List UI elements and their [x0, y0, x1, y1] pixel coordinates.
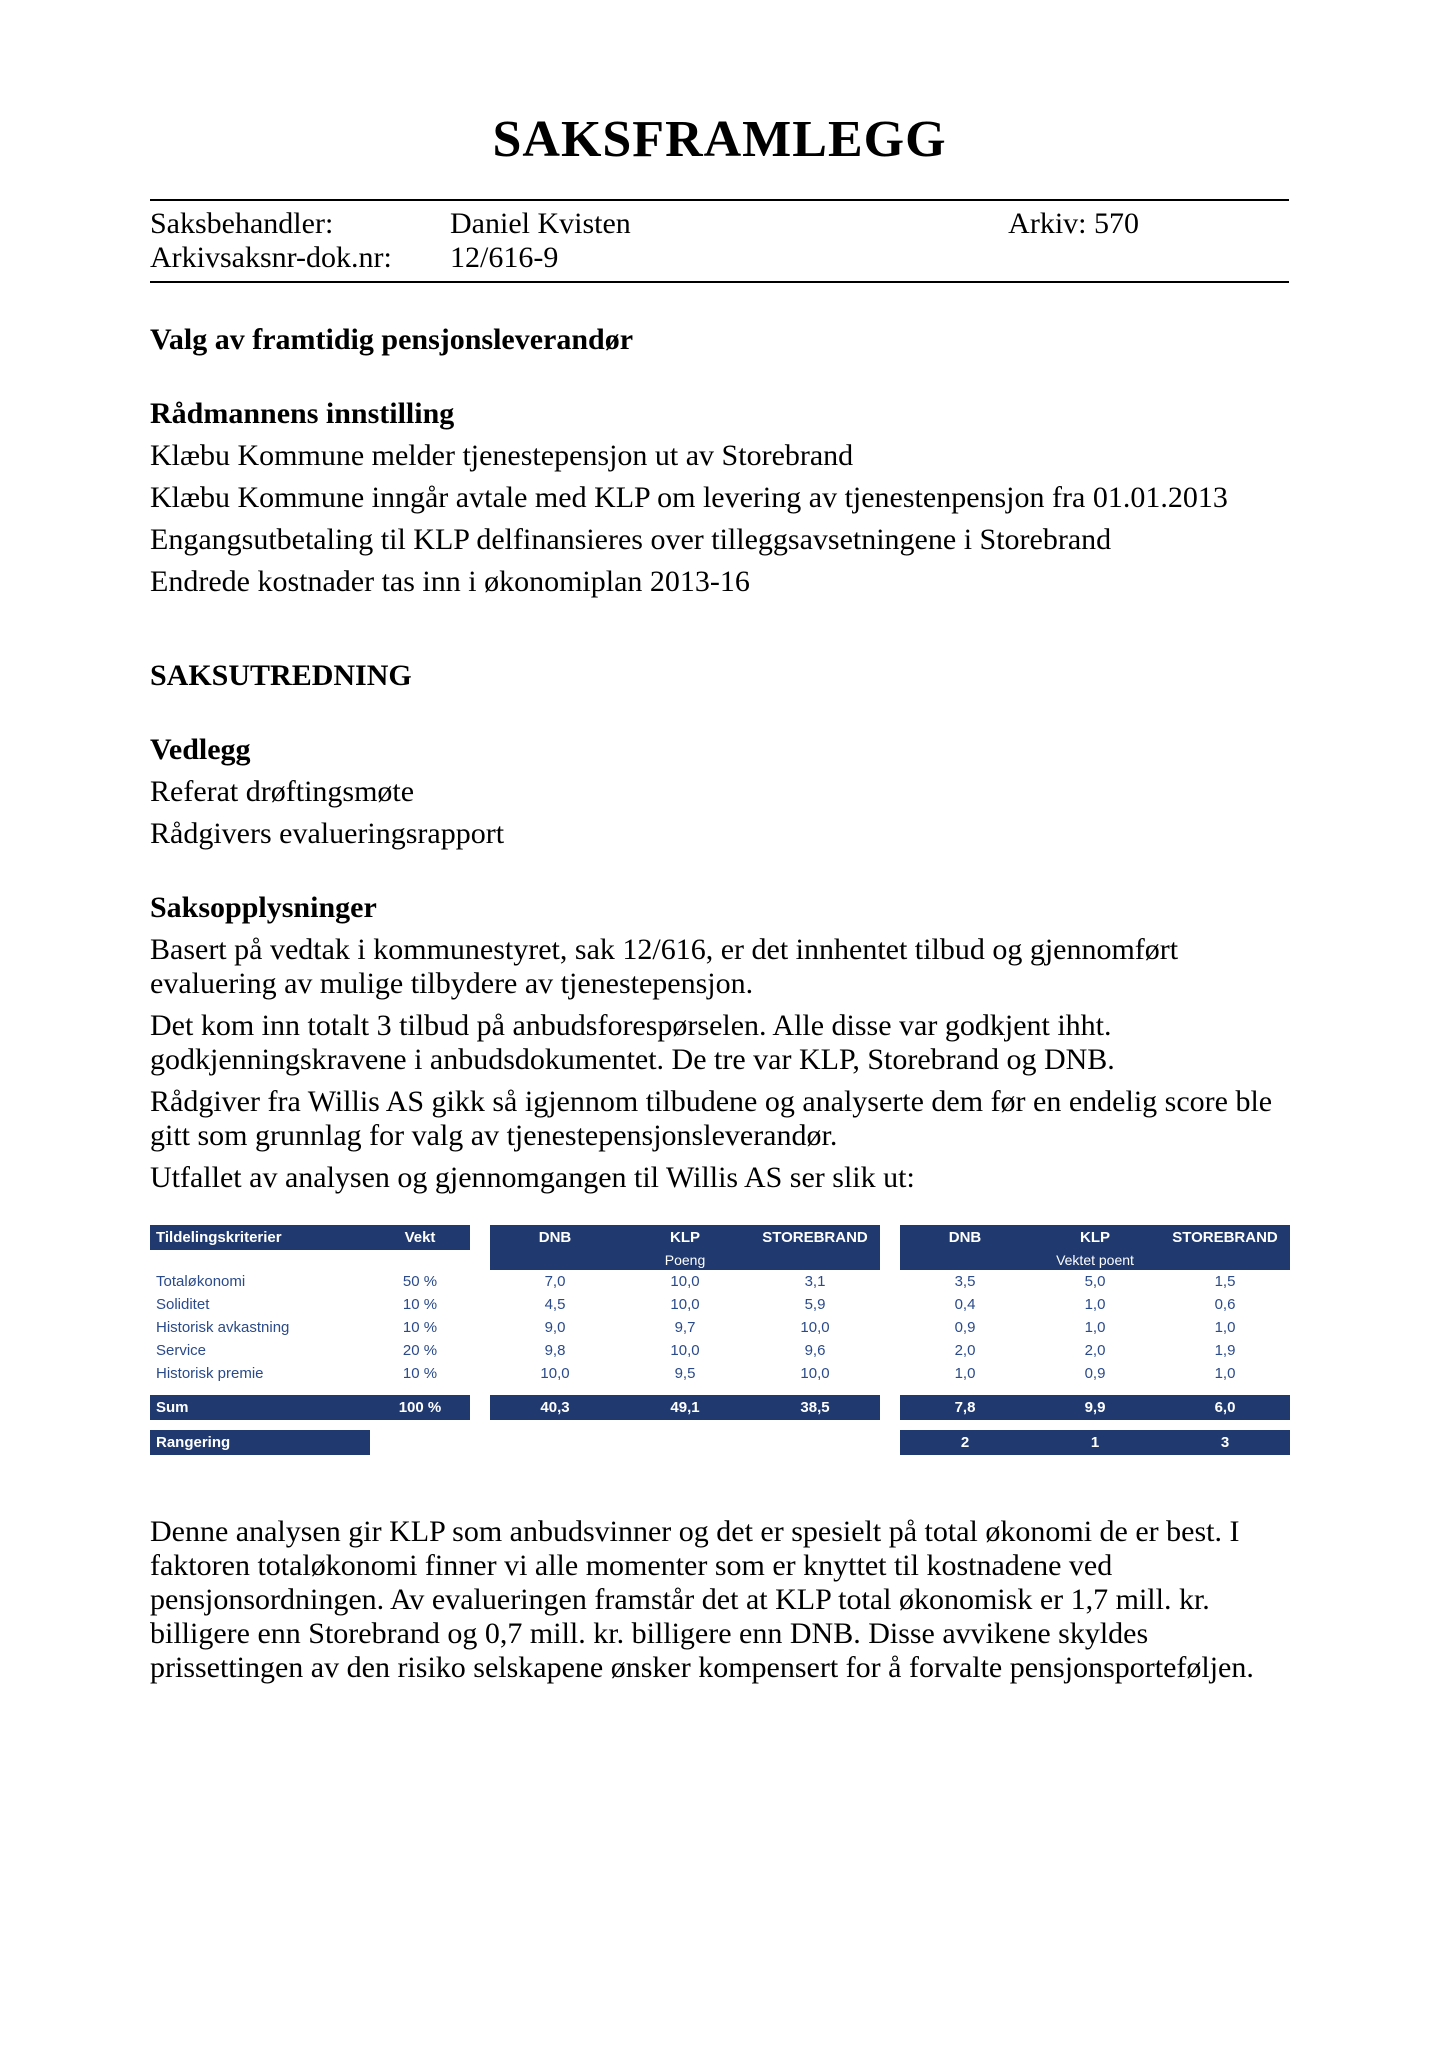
th-dnb-weighted: DNB	[900, 1225, 1030, 1250]
subheader-weighted: Vektet poent	[900, 1250, 1290, 1270]
cell: 4,5	[490, 1293, 620, 1316]
cell: 5,0	[1030, 1270, 1160, 1293]
row-weight: 10 %	[370, 1316, 470, 1339]
heading-raadmann: Rådmannens innstilling	[150, 397, 1289, 431]
sum-cell: 6,0	[1160, 1395, 1290, 1420]
th-dnb-points: DNB	[490, 1225, 620, 1250]
cell: 9,5	[620, 1362, 750, 1385]
sum-cell: 38,5	[750, 1395, 880, 1420]
cell: 3,1	[750, 1270, 880, 1293]
th-sb-weighted: STOREBRAND	[1160, 1225, 1290, 1250]
cell: 10,0	[620, 1339, 750, 1362]
row-weight: 50 %	[370, 1270, 470, 1293]
cell: 10,0	[750, 1316, 880, 1339]
cell: 1,0	[900, 1362, 1030, 1385]
paragraph-5: Denne analysen gir KLP som anbudsvinner …	[150, 1515, 1289, 1685]
meta-value-doknr: 12/616-9	[450, 241, 558, 275]
heading-saksopplys: Saksopplysninger	[150, 891, 1289, 925]
vedlegg-2: Rådgivers evalueringsrapport	[150, 817, 1289, 851]
innstilling-1: Klæbu Kommune melder tjenestepensjon ut …	[150, 439, 1289, 473]
meta-label-saksbehandler: Saksbehandler:	[150, 207, 450, 241]
row-label: Soliditet	[150, 1293, 370, 1316]
heading-utredning: SAKSUTREDNING	[150, 659, 1289, 693]
meta-arkiv: Arkiv: 570	[1008, 207, 1289, 241]
paragraph-4: Utfallet av analysen og gjennomgangen ti…	[150, 1161, 1289, 1195]
innstilling-4: Endrede kostnader tas inn i økonomiplan …	[150, 565, 1289, 599]
sum-label: Sum	[150, 1395, 370, 1420]
meta-label-doknr: Arkivsaksnr-dok.nr:	[150, 241, 450, 275]
cell: 2,0	[1030, 1339, 1160, 1362]
rank-label: Rangering	[150, 1430, 370, 1455]
cell: 1,0	[1160, 1362, 1290, 1385]
th-sb-points: STOREBRAND	[750, 1225, 880, 1250]
heading-vedlegg: Vedlegg	[150, 733, 1289, 767]
cell: 1,9	[1160, 1339, 1290, 1362]
cell: 5,9	[750, 1293, 880, 1316]
innstilling-2: Klæbu Kommune inngår avtale med KLP om l…	[150, 481, 1289, 515]
sum-cell: 7,8	[900, 1395, 1030, 1420]
cell: 0,9	[900, 1316, 1030, 1339]
paragraph-2: Det kom inn totalt 3 tilbud på anbudsfor…	[150, 1009, 1289, 1077]
cell: 9,6	[750, 1339, 880, 1362]
cell: 1,0	[1160, 1316, 1290, 1339]
paragraph-3: Rådgiver fra Willis AS gikk så igjennom …	[150, 1085, 1289, 1153]
cell: 1,0	[1030, 1293, 1160, 1316]
vedlegg-1: Referat drøftingsmøte	[150, 775, 1289, 809]
th-klp-weighted: KLP	[1030, 1225, 1160, 1250]
evaluation-table: Tildelingskriterier Vekt DNB KLP STOREBR…	[150, 1225, 1289, 1455]
sum-weight: 100 %	[370, 1395, 470, 1420]
th-weight: Vekt	[370, 1225, 470, 1250]
th-klp-points: KLP	[620, 1225, 750, 1250]
cell: 3,5	[900, 1270, 1030, 1293]
cell: 1,0	[1030, 1316, 1160, 1339]
th-criteria: Tildelingskriterier	[150, 1225, 370, 1250]
cell: 2,0	[900, 1339, 1030, 1362]
cell: 0,9	[1030, 1362, 1160, 1385]
sum-cell: 9,9	[1030, 1395, 1160, 1420]
row-label: Historisk avkastning	[150, 1316, 370, 1339]
innstilling-3: Engangsutbetaling til KLP delfinansieres…	[150, 523, 1289, 557]
row-weight: 10 %	[370, 1293, 470, 1316]
rank-klp: 1	[1030, 1430, 1160, 1455]
subheader-points: Poeng	[490, 1250, 880, 1270]
row-label: Totaløkonomi	[150, 1270, 370, 1293]
cell: 1,5	[1160, 1270, 1290, 1293]
heading-valg: Valg av framtidig pensjonsleverandør	[150, 323, 1289, 357]
row-weight: 20 %	[370, 1339, 470, 1362]
sum-cell: 49,1	[620, 1395, 750, 1420]
row-weight: 10 %	[370, 1362, 470, 1385]
cell: 0,6	[1160, 1293, 1290, 1316]
meta-block: Saksbehandler: Daniel Kvisten Arkiv: 570…	[150, 199, 1289, 283]
cell: 9,7	[620, 1316, 750, 1339]
cell: 9,0	[490, 1316, 620, 1339]
sum-cell: 40,3	[490, 1395, 620, 1420]
rank-dnb: 2	[900, 1430, 1030, 1455]
meta-value-saksbehandler: Daniel Kvisten	[450, 207, 631, 241]
page-title: SAKSFRAMLEGG	[150, 110, 1289, 169]
document-page: SAKSFRAMLEGG Saksbehandler: Daniel Kvist…	[0, 0, 1439, 2048]
cell: 10,0	[750, 1362, 880, 1385]
cell: 0,4	[900, 1293, 1030, 1316]
row-label: Service	[150, 1339, 370, 1362]
row-label: Historisk premie	[150, 1362, 370, 1385]
cell: 10,0	[620, 1293, 750, 1316]
cell: 10,0	[490, 1362, 620, 1385]
rank-sb: 3	[1160, 1430, 1290, 1455]
cell: 10,0	[620, 1270, 750, 1293]
paragraph-1: Basert på vedtak i kommunestyret, sak 12…	[150, 933, 1289, 1001]
cell: 9,8	[490, 1339, 620, 1362]
cell: 7,0	[490, 1270, 620, 1293]
